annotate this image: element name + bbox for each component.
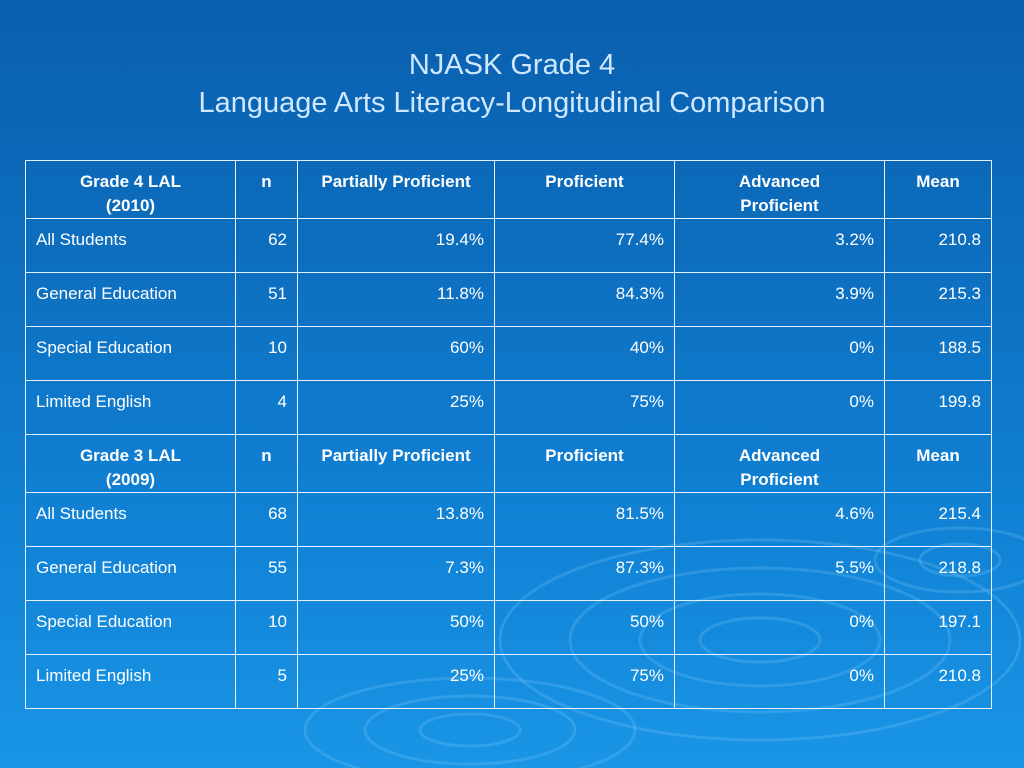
row-label: Limited English (25, 654, 236, 709)
cell-partially-proficient: 11.8% (297, 272, 495, 327)
cell-n: 62 (235, 218, 298, 273)
cell-mean: 199.8 (884, 380, 992, 435)
cell-proficient: 81.5% (494, 492, 675, 547)
table-row: Limited English 4 25% 75% 0% 199.8 (25, 380, 992, 435)
cell-advanced-proficient: 5.5% (674, 546, 885, 601)
row-label: Special Education (25, 600, 236, 655)
header-group-line-2: (2009) (105, 470, 156, 489)
cell-n: 5 (235, 654, 298, 709)
table-header-row-2010: Grade 4 LAL (2010) n Partially Proficien… (25, 160, 992, 219)
row-label: All Students (25, 492, 236, 547)
cell-partially-proficient: 25% (297, 654, 495, 709)
cell-mean: 218.8 (884, 546, 992, 601)
cell-advanced-proficient: 0% (674, 600, 885, 655)
row-label: General Education (25, 546, 236, 601)
title-line-2: Language Arts Literacy-Longitudinal Comp… (198, 87, 826, 119)
cell-advanced-proficient: 0% (674, 654, 885, 709)
cell-partially-proficient: 25% (297, 380, 495, 435)
cell-advanced-proficient: 0% (674, 380, 885, 435)
header-group-line-1: Grade 3 LAL (79, 446, 182, 465)
table-row: Special Education 10 60% 40% 0% 188.5 (25, 326, 992, 381)
cell-partially-proficient: 13.8% (297, 492, 495, 547)
header-group-line-2: (2010) (105, 196, 156, 215)
cell-advanced-proficient: 4.6% (674, 492, 885, 547)
header-n: n (235, 160, 298, 219)
cell-n: 10 (235, 600, 298, 655)
cell-proficient: 87.3% (494, 546, 675, 601)
header-group-line-1: Grade 4 LAL (79, 172, 182, 191)
row-label: Special Education (25, 326, 236, 381)
header-mean: Mean (884, 434, 992, 493)
slide-title: NJASK Grade 4 Language Arts Literacy-Lon… (0, 46, 1024, 122)
header-advanced-proficient: Advanced Proficient (674, 434, 885, 493)
header-partially-proficient: Partially Proficient (297, 160, 495, 219)
table-row: Limited English 5 25% 75% 0% 210.8 (25, 654, 992, 709)
header-group: Grade 3 LAL (2009) (25, 434, 236, 493)
cell-mean: 188.5 (884, 326, 992, 381)
cell-proficient: 75% (494, 380, 675, 435)
header-advanced-proficient-text: Advanced Proficient (738, 172, 821, 215)
row-label: Limited English (25, 380, 236, 435)
cell-partially-proficient: 50% (297, 600, 495, 655)
table-row: Special Education 10 50% 50% 0% 197.1 (25, 600, 992, 655)
header-mean: Mean (884, 160, 992, 219)
cell-partially-proficient: 60% (297, 326, 495, 381)
cell-n: 51 (235, 272, 298, 327)
cell-proficient: 50% (494, 600, 675, 655)
cell-n: 68 (235, 492, 298, 547)
cell-mean: 210.8 (884, 218, 992, 273)
cell-proficient: 84.3% (494, 272, 675, 327)
cell-advanced-proficient: 0% (674, 326, 885, 381)
cell-mean: 197.1 (884, 600, 992, 655)
cell-advanced-proficient: 3.9% (674, 272, 885, 327)
cell-mean: 210.8 (884, 654, 992, 709)
table-row: General Education 51 11.8% 84.3% 3.9% 21… (25, 272, 992, 327)
cell-mean: 215.4 (884, 492, 992, 547)
header-proficient: Proficient (494, 434, 675, 493)
cell-n: 55 (235, 546, 298, 601)
row-label: General Education (25, 272, 236, 327)
header-n: n (235, 434, 298, 493)
cell-proficient: 75% (494, 654, 675, 709)
title-line-1: NJASK Grade 4 (408, 49, 616, 81)
table-row: All Students 62 19.4% 77.4% 3.2% 210.8 (25, 218, 992, 273)
header-proficient: Proficient (494, 160, 675, 219)
cell-proficient: 40% (494, 326, 675, 381)
table-header-row-2009: Grade 3 LAL (2009) n Partially Proficien… (25, 434, 992, 493)
header-advanced-proficient: Advanced Proficient (674, 160, 885, 219)
comparison-table: Grade 4 LAL (2010) n Partially Proficien… (25, 160, 992, 709)
header-advanced-proficient-text: Advanced Proficient (738, 446, 821, 489)
cell-partially-proficient: 7.3% (297, 546, 495, 601)
header-group: Grade 4 LAL (2010) (25, 160, 236, 219)
cell-n: 4 (235, 380, 298, 435)
table-row: General Education 55 7.3% 87.3% 5.5% 218… (25, 546, 992, 601)
cell-n: 10 (235, 326, 298, 381)
cell-mean: 215.3 (884, 272, 992, 327)
cell-proficient: 77.4% (494, 218, 675, 273)
header-partially-proficient: Partially Proficient (297, 434, 495, 493)
table-row: All Students 68 13.8% 81.5% 4.6% 215.4 (25, 492, 992, 547)
cell-advanced-proficient: 3.2% (674, 218, 885, 273)
row-label: All Students (25, 218, 236, 273)
cell-partially-proficient: 19.4% (297, 218, 495, 273)
